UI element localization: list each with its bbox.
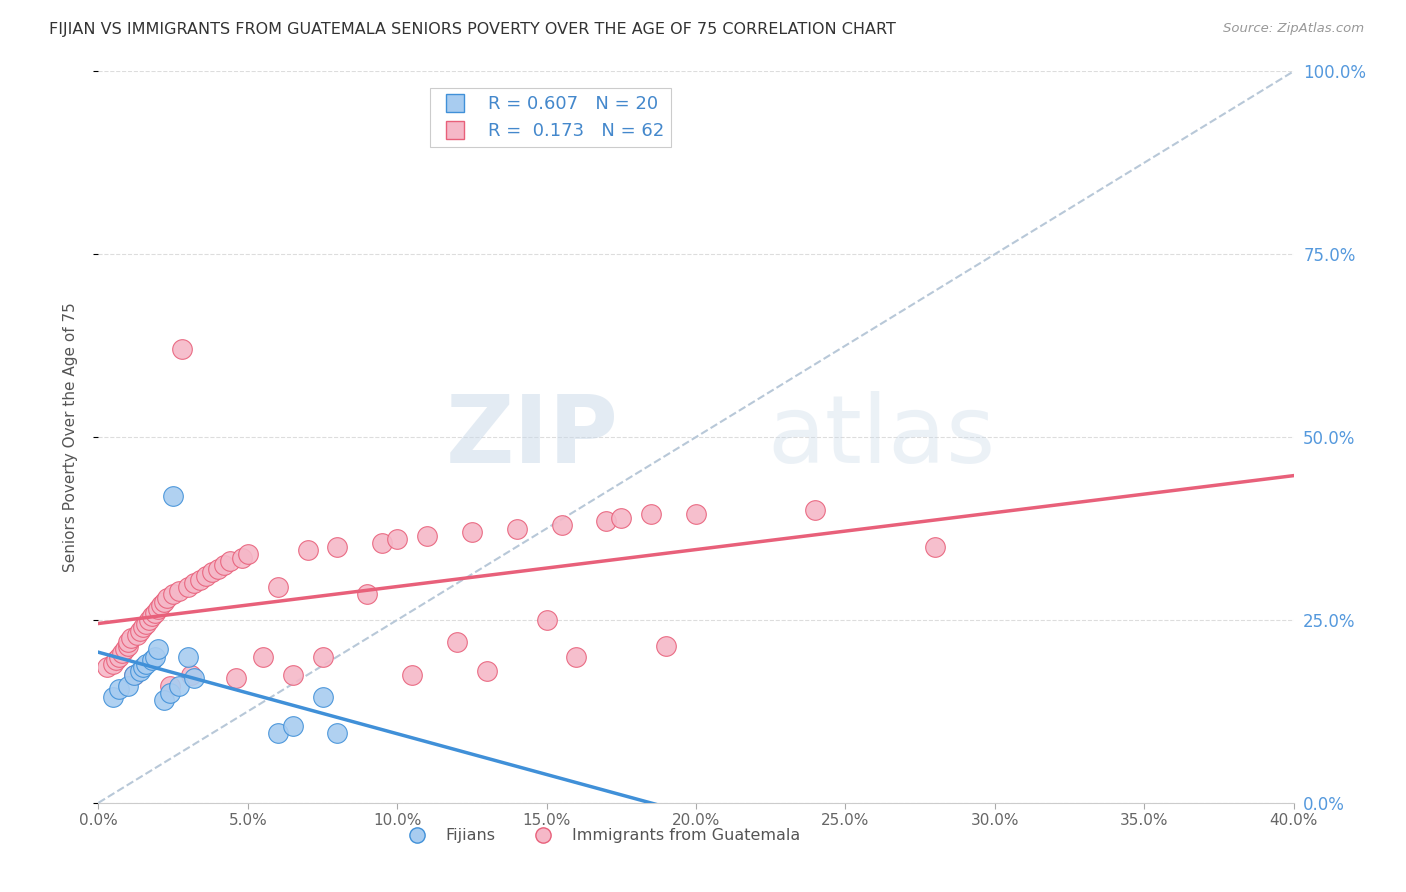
Point	[124, 667, 146, 681]
Point	[311, 690, 333, 704]
Point	[129, 624, 152, 638]
Point	[236, 547, 259, 561]
Point	[195, 569, 218, 583]
Point	[183, 672, 205, 686]
Point	[225, 672, 247, 686]
Point	[212, 558, 235, 573]
Point	[475, 664, 498, 678]
Point	[105, 653, 128, 667]
Y-axis label: Seniors Poverty Over the Age of 75: Seniors Poverty Over the Age of 75	[63, 302, 77, 572]
Point	[162, 489, 184, 503]
Point	[96, 660, 118, 674]
Point	[231, 550, 253, 565]
Point	[267, 580, 290, 594]
Point	[201, 566, 224, 580]
Point	[156, 591, 179, 605]
Point	[127, 627, 149, 641]
Legend: Fijians, Immigrants from Guatemala: Fijians, Immigrants from Guatemala	[394, 822, 807, 850]
Point	[565, 649, 588, 664]
Point	[159, 679, 181, 693]
Point	[172, 343, 194, 357]
Text: FIJIAN VS IMMIGRANTS FROM GUATEMALA SENIORS POVERTY OVER THE AGE OF 75 CORRELATI: FIJIAN VS IMMIGRANTS FROM GUATEMALA SENI…	[49, 22, 896, 37]
Point	[326, 540, 349, 554]
Point	[132, 660, 155, 674]
Point	[655, 639, 678, 653]
Point	[177, 649, 200, 664]
Point	[177, 580, 200, 594]
Point	[446, 635, 468, 649]
Point	[129, 664, 152, 678]
Point	[536, 613, 558, 627]
Point	[610, 510, 633, 524]
Point	[188, 573, 211, 587]
Point	[401, 667, 423, 681]
Point	[141, 609, 163, 624]
Point	[153, 594, 176, 608]
Point	[297, 543, 319, 558]
Point	[267, 726, 290, 740]
Point	[924, 540, 946, 554]
Point	[595, 514, 617, 528]
Point	[143, 649, 166, 664]
Point	[416, 529, 439, 543]
Point	[162, 587, 184, 601]
Point	[153, 693, 176, 707]
Point	[685, 507, 707, 521]
Point	[550, 517, 572, 532]
Text: Source: ZipAtlas.com: Source: ZipAtlas.com	[1223, 22, 1364, 36]
Point	[111, 646, 134, 660]
Point	[103, 690, 125, 704]
Point	[252, 649, 274, 664]
Point	[311, 649, 333, 664]
Point	[135, 657, 157, 671]
Point	[167, 679, 190, 693]
Point	[117, 679, 139, 693]
Point	[124, 667, 146, 681]
Point	[281, 719, 304, 733]
Point	[148, 642, 170, 657]
Point	[135, 616, 157, 631]
Point	[804, 503, 827, 517]
Point	[356, 587, 378, 601]
Point	[103, 657, 125, 671]
Point	[143, 606, 166, 620]
Point	[506, 521, 529, 535]
Point	[281, 667, 304, 681]
Point	[219, 554, 242, 568]
Point	[385, 533, 409, 547]
Point	[207, 562, 229, 576]
Point	[108, 682, 131, 697]
Point	[141, 653, 163, 667]
Point	[371, 536, 394, 550]
Point	[132, 620, 155, 634]
Point	[114, 642, 136, 657]
Point	[640, 507, 662, 521]
Point	[183, 576, 205, 591]
Point	[167, 583, 190, 598]
Point	[120, 632, 142, 646]
Point	[461, 525, 484, 540]
Point	[159, 686, 181, 700]
Text: ZIP: ZIP	[446, 391, 619, 483]
Point	[150, 599, 173, 613]
Point	[326, 726, 349, 740]
Point	[138, 613, 160, 627]
Point	[180, 667, 202, 681]
Point	[148, 602, 170, 616]
Text: atlas: atlas	[768, 391, 995, 483]
Point	[108, 649, 131, 664]
Point	[117, 635, 139, 649]
Point	[117, 639, 139, 653]
